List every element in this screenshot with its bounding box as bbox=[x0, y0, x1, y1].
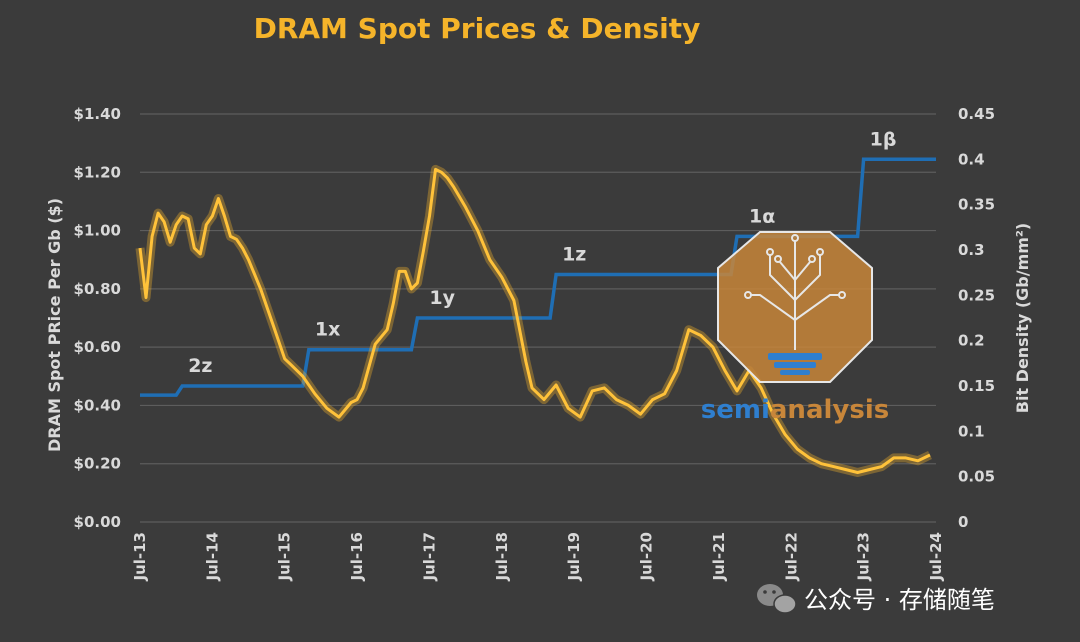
y2-tick-label: 0.4 bbox=[958, 150, 985, 168]
x-tick-label: Jul-17 bbox=[420, 532, 438, 582]
bulb-base-icon bbox=[768, 353, 822, 375]
node-annotations: 2z 1x 1y 1z 1α 1β bbox=[188, 128, 896, 377]
y2-tick-label: 0.25 bbox=[958, 286, 995, 304]
y2-tick-label: 0.2 bbox=[958, 332, 985, 350]
x-tick-label: Jul-14 bbox=[203, 532, 221, 582]
y-tick-label: $0.20 bbox=[74, 455, 121, 473]
y-tick-label: $1.20 bbox=[74, 163, 121, 181]
circuit-tree-icon bbox=[744, 234, 846, 350]
wechat-icon bbox=[757, 584, 797, 614]
x-tick-label: Jul-21 bbox=[710, 532, 728, 582]
x-axis-ticks: Jul-13 Jul-14 Jul-15 Jul-16 Jul-17 Jul-18 Jul-… bbox=[131, 532, 945, 582]
node-label-4: 1α bbox=[749, 205, 775, 227]
gridlines bbox=[140, 113, 936, 523]
x-tick-label: Jul-24 bbox=[927, 532, 945, 582]
y2-tick-label: 0 bbox=[958, 513, 968, 531]
chart-title: DRAM Spot Prices & Density bbox=[254, 12, 701, 45]
semianalysis-watermark: semianalysis bbox=[701, 231, 889, 425]
y2-tick-label: 0.05 bbox=[958, 468, 995, 486]
x-tick-label: Jul-18 bbox=[493, 532, 511, 582]
spot-price-line bbox=[138, 167, 931, 474]
x-tick-label: Jul-23 bbox=[855, 532, 873, 582]
y-tick-label: $1.40 bbox=[74, 105, 121, 123]
y2-tick-label: 0.35 bbox=[958, 196, 995, 214]
x-tick-label: Jul-16 bbox=[348, 532, 366, 582]
node-label-5: 1β bbox=[870, 128, 897, 150]
x-tick-label: Jul-22 bbox=[782, 532, 800, 582]
y2-axis-ticks: 0 0.05 0.1 0.15 0.2 0.25 0.3 0.35 0.4 0.45 bbox=[958, 105, 995, 531]
x-tick-label: Jul-20 bbox=[638, 532, 656, 582]
footer: 公众号 · 存储随笔 bbox=[757, 584, 995, 614]
y2-tick-label: 0.3 bbox=[958, 241, 985, 259]
y2-tick-label: 0.1 bbox=[958, 422, 985, 440]
x-tick-label: Jul-13 bbox=[131, 532, 149, 582]
node-label-2: 1y bbox=[429, 287, 455, 309]
y2-tick-label: 0.45 bbox=[958, 105, 995, 123]
watermark-brand-part1: semi bbox=[701, 395, 770, 425]
y-tick-label: $0.40 bbox=[74, 396, 121, 414]
node-label-0: 2z bbox=[188, 355, 212, 377]
y-tick-label: $0.80 bbox=[74, 280, 121, 298]
y2-tick-label: 0.15 bbox=[958, 377, 995, 395]
watermark-brand-part2: analysis bbox=[770, 395, 889, 425]
footer-text: 公众号 · 存储随笔 bbox=[804, 586, 995, 614]
x-tick-label: Jul-15 bbox=[276, 532, 294, 582]
node-label-3: 1z bbox=[562, 243, 586, 265]
bit-density-step-line bbox=[140, 157, 936, 397]
svg-text:semianalysis: semianalysis bbox=[701, 395, 889, 425]
y-tick-label: $0.00 bbox=[74, 513, 121, 531]
y-tick-label: $1.00 bbox=[74, 222, 121, 240]
y-tick-label: $0.60 bbox=[74, 338, 121, 356]
x-tick-label: Jul-19 bbox=[565, 532, 583, 582]
y-axis-label: DRAM Spot PRice Per Gb ($) bbox=[45, 198, 64, 452]
node-label-1: 1x bbox=[315, 319, 340, 341]
y-axis-ticks: $0.00 $0.20 $0.40 $0.60 $0.80 $1.00 $1.20 $1.40 bbox=[74, 105, 121, 531]
y2-axis-label: Bit Density (Gb/mm²) bbox=[1013, 223, 1032, 413]
